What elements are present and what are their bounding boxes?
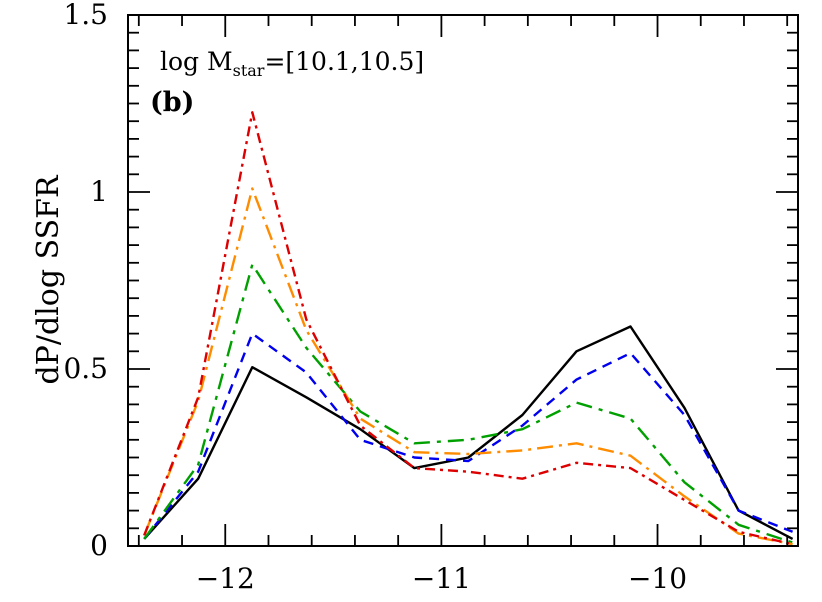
y-axis-title: dP/dlog SSFR bbox=[31, 174, 66, 384]
tick-labels: −12 −11 −10 0 0.5 1 1.5 bbox=[63, 0, 687, 595]
series-line-3 bbox=[143, 263, 793, 544]
y-tick-label: 1 bbox=[90, 175, 108, 208]
mass-range-annotation: log Mstar=[10.1,10.5] bbox=[160, 47, 424, 80]
axis-ticks bbox=[128, 14, 798, 547]
mass-prefix: log M bbox=[160, 47, 233, 76]
x-tick-label: −12 bbox=[196, 562, 255, 595]
panel-label: (b) bbox=[150, 87, 194, 118]
series-line-4 bbox=[143, 187, 793, 546]
series-line-1 bbox=[143, 325, 794, 540]
mass-range: =[10.1,10.5] bbox=[264, 47, 424, 76]
mass-subscript: star bbox=[233, 61, 265, 80]
series-lines bbox=[143, 111, 794, 546]
x-tick-label: −11 bbox=[412, 562, 471, 595]
y-tick-label: 1.5 bbox=[63, 0, 108, 31]
plot-frame bbox=[127, 14, 799, 547]
series-line-2 bbox=[143, 332, 794, 540]
y-tick-label: 0 bbox=[90, 529, 108, 562]
y-tick-label: 0.5 bbox=[63, 352, 108, 385]
series-line-5 bbox=[143, 111, 793, 546]
x-tick-label: −10 bbox=[628, 562, 687, 595]
